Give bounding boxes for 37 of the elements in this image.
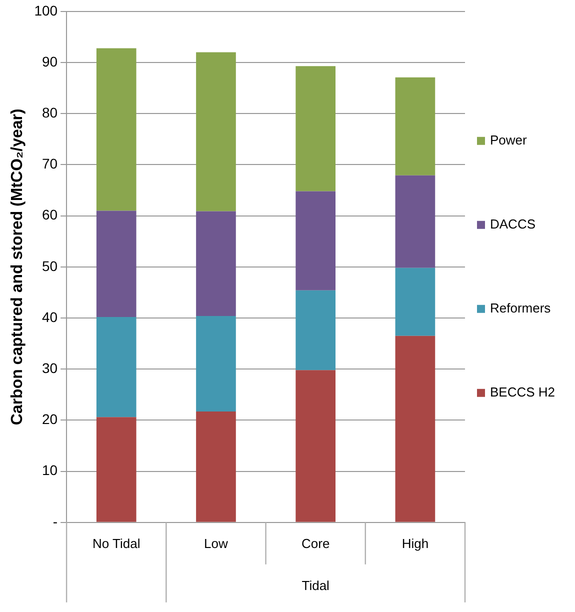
y-tick-label: 70 [42, 156, 58, 172]
text: Tidal [302, 578, 330, 593]
bar [196, 211, 236, 316]
bar [96, 316, 136, 418]
bar [296, 191, 336, 290]
y-tick-label: 30 [42, 360, 58, 376]
bar [96, 48, 136, 211]
y-tick-label: 40 [42, 308, 58, 325]
y-tick-label: 60 [42, 206, 58, 223]
bar [395, 268, 436, 336]
bar [296, 290, 336, 370]
y-tick-label: 50 [42, 258, 58, 274]
bar [196, 52, 236, 212]
x-tick-label: Core [301, 536, 330, 551]
bar [96, 210, 136, 317]
x-tick-label: No Tidal [92, 536, 140, 551]
bar [395, 77, 436, 176]
legend-label: Reformers [490, 300, 552, 316]
y-axis-title: Carbon captured and stored (MtCO₂/year) [9, 108, 26, 426]
y-tick-label: - [52, 513, 58, 530]
x-tick-label: Low [204, 536, 229, 551]
bar [196, 316, 236, 412]
bar [395, 336, 436, 522]
bar [296, 370, 336, 522]
y-tick-label: 10 [42, 462, 58, 478]
bar [296, 66, 336, 192]
y-tick-label: 20 [42, 411, 58, 428]
bar [196, 412, 236, 522]
y-tick-label: 90 [42, 53, 58, 70]
legend-label: Power [490, 132, 528, 148]
legend-label: DACCS [490, 216, 536, 232]
bar [395, 175, 436, 268]
y-tick-label: 80 [42, 104, 58, 120]
bar [96, 417, 136, 522]
x-tick-label: High [402, 536, 429, 551]
legend-label: BECCS H2 [490, 384, 556, 400]
y-tick-label: 100 [34, 2, 58, 18]
